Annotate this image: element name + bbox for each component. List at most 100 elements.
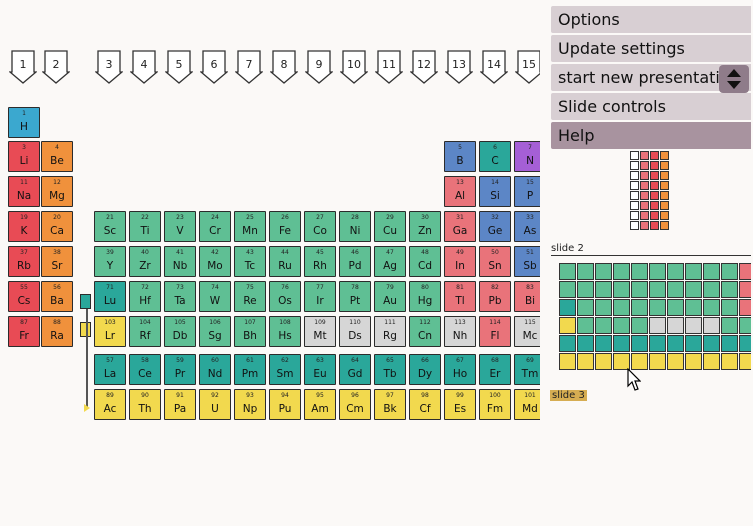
element-Hg[interactable]: 80 Hg (409, 281, 441, 312)
menu-item-start-new-presentation[interactable]: start new presentation (551, 64, 751, 91)
element-Zr[interactable]: 40 Zr (129, 246, 161, 277)
element-Nb[interactable]: 41 Nb (164, 246, 196, 277)
element-Mc[interactable]: 115 Mc (514, 316, 540, 347)
element-Bi[interactable]: 83 Bi (514, 281, 540, 312)
element-Ru[interactable]: 44 Ru (269, 246, 301, 277)
element-Ho[interactable]: 67 Ho (444, 354, 476, 385)
element-Tc[interactable]: 43 Tc (234, 246, 266, 277)
group-header-5[interactable]: 5 (165, 50, 193, 84)
menu-item-options[interactable]: Options (551, 6, 751, 33)
group-header-6[interactable]: 6 (200, 50, 228, 84)
element-Lu[interactable]: 71 Lu (94, 281, 126, 312)
element-Rg[interactable]: 111 Rg (374, 316, 406, 347)
element-Pa[interactable]: 91 Pa (164, 389, 196, 420)
element-Cf[interactable]: 98 Cf (409, 389, 441, 420)
element-Al[interactable]: 13 Al (444, 176, 476, 207)
element-Md[interactable]: 101 Md (514, 389, 540, 420)
element-Bk[interactable]: 97 Bk (374, 389, 406, 420)
element-Pr[interactable]: 59 Pr (164, 354, 196, 385)
element-Bh[interactable]: 107 Bh (234, 316, 266, 347)
element-Gd[interactable]: 64 Gd (339, 354, 371, 385)
element-Tm[interactable]: 69 Tm (514, 354, 540, 385)
group-header-8[interactable]: 8 (270, 50, 298, 84)
menu-item-update-settings[interactable]: Update settings (551, 35, 751, 62)
element-Hf[interactable]: 72 Hf (129, 281, 161, 312)
group-header-7[interactable]: 7 (235, 50, 263, 84)
group-header-10[interactable]: 10 (340, 50, 368, 84)
element-K[interactable]: 19 K (8, 211, 40, 242)
element-Tl[interactable]: 81 Tl (444, 281, 476, 312)
element-Pb[interactable]: 82 Pb (479, 281, 511, 312)
element-Cs[interactable]: 55 Cs (8, 281, 40, 312)
group-header-1[interactable]: 1 (9, 50, 37, 84)
group-header-4[interactable]: 4 (130, 50, 158, 84)
element-Ta[interactable]: 73 Ta (164, 281, 196, 312)
periodic-table-canvas[interactable]: 1 2 3 4 5 6 7 8 9 10 11 12 13 14 15 1 H 3 Li 4 Be 5 B 6 C 7 N 11 Na 1… (0, 0, 540, 526)
element-Ca[interactable]: 20 Ca (41, 211, 73, 242)
element-Dy[interactable]: 66 Dy (409, 354, 441, 385)
element-Mn[interactable]: 25 Mn (234, 211, 266, 242)
element-Sg[interactable]: 106 Sg (199, 316, 231, 347)
group-header-9[interactable]: 9 (305, 50, 333, 84)
element-Rb[interactable]: 37 Rb (8, 246, 40, 277)
element-Na[interactable]: 11 Na (8, 176, 40, 207)
element-Re[interactable]: 75 Re (234, 281, 266, 312)
element-Hs[interactable]: 108 Hs (269, 316, 301, 347)
menu-item-slide-controls[interactable]: Slide controls (551, 93, 751, 120)
group-header-2[interactable]: 2 (42, 50, 70, 84)
chevron-down-icon[interactable] (727, 81, 741, 89)
element-Cd[interactable]: 48 Cd (409, 246, 441, 277)
slide-label-current[interactable]: slide 3 (550, 390, 587, 401)
menu-item-help[interactable]: Help (551, 122, 751, 149)
element-Sn[interactable]: 50 Sn (479, 246, 511, 277)
element-Ac[interactable]: 89 Ac (94, 389, 126, 420)
element-Ds[interactable]: 110 Ds (339, 316, 371, 347)
element-Nh[interactable]: 113 Nh (444, 316, 476, 347)
element-Rf[interactable]: 104 Rf (129, 316, 161, 347)
chevron-up-icon[interactable] (727, 69, 741, 77)
element-Er[interactable]: 68 Er (479, 354, 511, 385)
element-Cr[interactable]: 24 Cr (199, 211, 231, 242)
element-Fm[interactable]: 100 Fm (479, 389, 511, 420)
element-W[interactable]: 74 W (199, 281, 231, 312)
group-header-13[interactable]: 13 (445, 50, 473, 84)
element-Ce[interactable]: 58 Ce (129, 354, 161, 385)
element-P[interactable]: 15 P (514, 176, 540, 207)
group-header-14[interactable]: 14 (480, 50, 508, 84)
element-Eu[interactable]: 63 Eu (304, 354, 336, 385)
element-Au[interactable]: 79 Au (374, 281, 406, 312)
element-Y[interactable]: 39 Y (94, 246, 126, 277)
element-Db[interactable]: 105 Db (164, 316, 196, 347)
element-Ni[interactable]: 28 Ni (339, 211, 371, 242)
element-Th[interactable]: 90 Th (129, 389, 161, 420)
group-header-11[interactable]: 11 (375, 50, 403, 84)
element-Co[interactable]: 27 Co (304, 211, 336, 242)
element-Cm[interactable]: 96 Cm (339, 389, 371, 420)
element-Sc[interactable]: 21 Sc (94, 211, 126, 242)
element-Fr[interactable]: 87 Fr (8, 316, 40, 347)
element-Tb[interactable]: 65 Tb (374, 354, 406, 385)
element-Am[interactable]: 95 Am (304, 389, 336, 420)
element-Ra[interactable]: 88 Ra (41, 316, 73, 347)
slide-thumbnail-partial[interactable] (628, 150, 676, 232)
element-Os[interactable]: 76 Os (269, 281, 301, 312)
element-As[interactable]: 33 As (514, 211, 540, 242)
element-La[interactable]: 57 La (94, 354, 126, 385)
element-Li[interactable]: 3 Li (8, 141, 40, 172)
element-Fe[interactable]: 26 Fe (269, 211, 301, 242)
element-Sr[interactable]: 38 Sr (41, 246, 73, 277)
element-Ag[interactable]: 47 Ag (374, 246, 406, 277)
element-Pu[interactable]: 94 Pu (269, 389, 301, 420)
element-V[interactable]: 23 V (164, 211, 196, 242)
element-Lr[interactable]: 103 Lr (94, 316, 126, 347)
element-Ti[interactable]: 22 Ti (129, 211, 161, 242)
element-Be[interactable]: 4 Be (41, 141, 73, 172)
element-Nd[interactable]: 60 Nd (199, 354, 231, 385)
element-U[interactable]: 92 U (199, 389, 231, 420)
element-Es[interactable]: 99 Es (444, 389, 476, 420)
element-Si[interactable]: 14 Si (479, 176, 511, 207)
element-Ge[interactable]: 32 Ge (479, 211, 511, 242)
